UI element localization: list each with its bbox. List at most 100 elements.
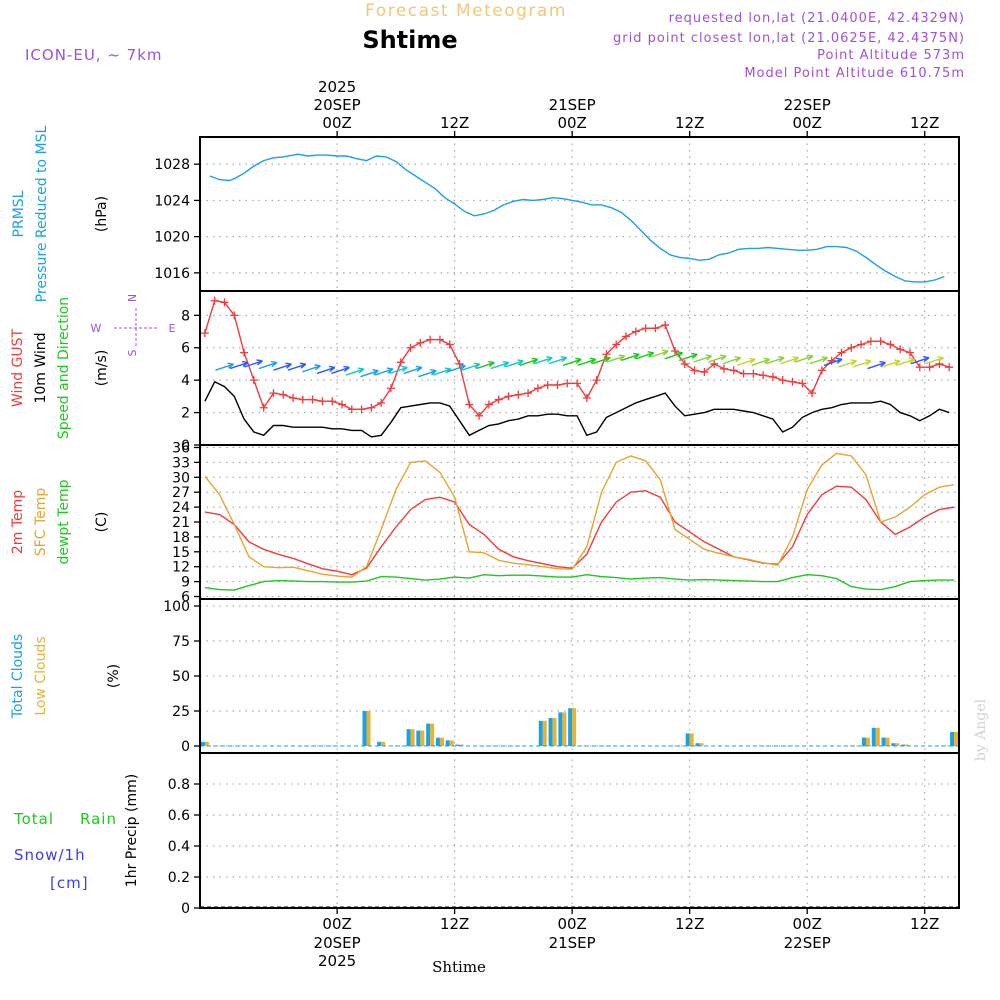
gust-marker: [788, 377, 797, 386]
gust-marker: [445, 340, 454, 349]
wind-direction-arrow: [389, 365, 408, 375]
compass-s: S: [126, 349, 139, 356]
panel-frame: [199, 598, 960, 754]
x-tick-label: 00Z: [322, 915, 351, 933]
gust-marker: [631, 327, 640, 336]
gust-marker: [759, 371, 768, 380]
bar-low-clouds: [699, 743, 704, 746]
wind-direction-arrow: [881, 359, 901, 368]
gust-marker: [396, 358, 405, 367]
y-tick-label: 50: [172, 669, 190, 685]
location-title: Shtime: [362, 26, 457, 54]
bar-total-clouds: [377, 741, 382, 746]
wind-direction-arrow: [403, 365, 423, 375]
bar-total-clouds: [538, 720, 543, 746]
y-tick-label: 2: [181, 406, 190, 422]
gust-marker: [279, 390, 288, 399]
wind-direction-arrow: [360, 368, 379, 378]
x-tick-label: 12Z: [675, 915, 704, 933]
gust-marker: [514, 390, 523, 399]
wind-direction-arrow: [765, 356, 785, 365]
wind-direction-arrow: [273, 362, 292, 371]
bar-low-clouds: [552, 718, 557, 746]
gust-marker: [622, 332, 631, 341]
bar-total-clouds: [695, 743, 700, 746]
gust-marker: [739, 369, 748, 378]
gust-marker: [347, 405, 356, 414]
bar-total-clouds: [416, 730, 421, 746]
gust-marker: [426, 335, 435, 344]
series-line-sfc-temp: [204, 452, 955, 578]
gust-marker: [563, 379, 572, 388]
gust-marker: [945, 363, 954, 372]
compass-n: N: [126, 294, 139, 302]
y-axis-title: SFC Temp: [33, 488, 49, 557]
wind-direction-arrow: [215, 362, 234, 371]
legend-snow-unit: [cm]: [50, 874, 89, 892]
y-axis-title: Low Clouds: [33, 636, 49, 715]
wind-direction-arrow: [867, 360, 886, 370]
gust-marker: [318, 397, 327, 406]
gust-marker: [543, 381, 552, 390]
bar-total-clouds: [548, 718, 553, 746]
bar-low-clouds: [439, 737, 444, 746]
y-tick-label: 0.8: [168, 777, 190, 793]
gust-marker: [210, 296, 219, 305]
y-tick-label: 0.6: [168, 808, 190, 824]
gust-marker: [386, 384, 395, 393]
y-axis-title: Pressure Reduced to MSL: [34, 125, 50, 302]
y-tick-label: 12: [172, 560, 190, 576]
wind-direction-arrow: [910, 356, 930, 365]
gust-marker: [200, 329, 209, 338]
gust-marker: [416, 338, 425, 347]
gust-marker: [553, 381, 562, 390]
compass-w: W: [91, 322, 102, 335]
wind-direction-arrow: [925, 356, 944, 365]
series-line-prmsl: [209, 153, 945, 283]
wind-direction-arrow: [751, 357, 771, 366]
gust-marker: [612, 340, 621, 349]
y-tick-label: 9: [181, 575, 190, 591]
series-line-dewpt-temp: [204, 573, 955, 591]
wind-direction-arrow: [563, 357, 582, 366]
wind-direction-arrow: [447, 364, 466, 373]
wind-direction-arrow: [722, 356, 742, 365]
y-tick-label: 27: [172, 485, 190, 501]
gust-marker: [220, 298, 229, 307]
gust-marker: [896, 345, 905, 354]
footer-location: Shtime: [432, 958, 486, 976]
compass-e: E: [169, 322, 176, 335]
gust-marker: [377, 398, 386, 407]
wind-direction-arrow: [534, 356, 553, 365]
bar-low-clouds: [420, 730, 425, 746]
gust-marker: [768, 372, 777, 381]
gust-marker: [338, 400, 347, 409]
x-tick-label: 12Z: [440, 915, 469, 933]
y-axis-title: PRMSL: [11, 190, 27, 237]
bar-low-clouds: [381, 741, 386, 746]
y-tick-label: 1020: [154, 230, 190, 246]
y-tick-label: 15: [172, 545, 190, 561]
chart-title: Forecast Meteogram: [365, 1, 567, 21]
gust-marker: [298, 395, 307, 404]
x-year-label: 2025: [318, 78, 356, 96]
gust-marker: [925, 363, 934, 372]
bar-low-clouds: [865, 737, 870, 746]
wind-direction-arrow: [374, 367, 394, 376]
gust-marker: [289, 393, 298, 402]
y-tick-label: 0.4: [168, 839, 190, 855]
wind-direction-arrow: [635, 351, 655, 360]
gust-marker: [778, 376, 787, 385]
bar-low-clouds: [562, 712, 567, 746]
compass-cross: [114, 308, 158, 346]
y-tick-label: 100: [163, 599, 190, 615]
gust-marker: [876, 337, 885, 346]
panel-wind: 0 2 4 6 8 Wind GUST 10m Wind Speed and Directio…: [10, 290, 960, 454]
bar-low-clouds: [459, 744, 464, 746]
y-axis-title: dewpt Temp: [56, 479, 72, 564]
y-axis-title: 2m Temp: [10, 490, 26, 554]
bar-low-clouds: [905, 744, 910, 746]
gust-marker: [670, 346, 679, 355]
